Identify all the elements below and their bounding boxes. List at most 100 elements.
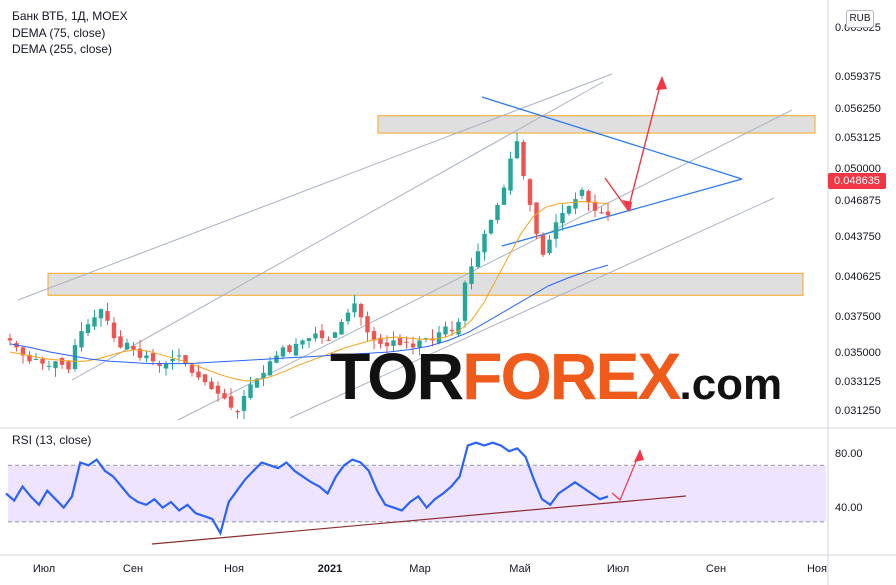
candle-body bbox=[573, 199, 578, 209]
candle-body bbox=[293, 343, 299, 356]
candle bbox=[79, 322, 84, 352]
candle bbox=[579, 187, 585, 200]
candle bbox=[280, 345, 286, 360]
candle bbox=[40, 356, 45, 370]
candle-body bbox=[72, 345, 78, 370]
candle bbox=[46, 360, 52, 371]
y-tick-label: 0.043750 bbox=[835, 231, 881, 243]
candle bbox=[170, 350, 175, 370]
candle bbox=[508, 151, 513, 195]
candle-body bbox=[150, 353, 156, 362]
candle bbox=[157, 360, 162, 373]
candle-body bbox=[443, 326, 448, 335]
candle-body bbox=[319, 330, 325, 339]
currency-badge[interactable]: RUB bbox=[846, 10, 874, 28]
candle bbox=[326, 336, 331, 342]
y-tick-label: 0.056250 bbox=[835, 103, 881, 115]
candle-body bbox=[170, 358, 175, 362]
candle-body bbox=[46, 365, 52, 367]
candle bbox=[482, 230, 487, 261]
rsi-band bbox=[8, 465, 826, 522]
y-tick-label: 0.037500 bbox=[835, 311, 881, 323]
candle-body bbox=[358, 303, 364, 318]
candle bbox=[436, 326, 442, 345]
candlestick-series bbox=[7, 132, 611, 419]
candle-body bbox=[521, 141, 526, 176]
candle bbox=[566, 205, 572, 216]
candle-body bbox=[20, 347, 26, 356]
legend-dema-slow: DEMA (255, close) bbox=[12, 42, 113, 56]
candle-body bbox=[605, 211, 611, 216]
chart-drawings bbox=[17, 73, 816, 421]
candle bbox=[92, 310, 97, 330]
x-tick-label: Ноя bbox=[807, 563, 827, 575]
candle-body bbox=[475, 251, 481, 268]
candle bbox=[358, 302, 364, 326]
candle bbox=[124, 338, 130, 351]
candle-body bbox=[540, 235, 546, 255]
candle-body bbox=[189, 364, 195, 373]
candle bbox=[423, 337, 429, 343]
candle-body bbox=[196, 371, 201, 378]
candle-body bbox=[495, 204, 500, 221]
candle-body bbox=[261, 372, 266, 379]
candle-body bbox=[98, 309, 104, 319]
candle-body bbox=[202, 374, 208, 383]
rsi-forecast-arrow bbox=[611, 451, 641, 502]
candle bbox=[391, 331, 396, 352]
legend-rsi: RSI (13, close) bbox=[12, 433, 92, 447]
candle bbox=[488, 219, 494, 235]
candle-body bbox=[482, 233, 487, 253]
candle-body bbox=[501, 187, 507, 205]
candle bbox=[605, 202, 611, 221]
candle-body bbox=[215, 385, 221, 394]
candle bbox=[553, 214, 559, 248]
candle-body bbox=[280, 347, 286, 357]
candle-body bbox=[339, 321, 344, 335]
x-tick-label: Сен bbox=[123, 563, 143, 575]
candle-body bbox=[566, 206, 572, 214]
candle-body bbox=[365, 316, 370, 333]
candle bbox=[183, 354, 188, 367]
rsi-line bbox=[5, 441, 609, 536]
candle-body bbox=[404, 341, 409, 343]
candle-body bbox=[137, 348, 143, 358]
candle-body bbox=[267, 361, 273, 376]
watermark-part1: TOR bbox=[330, 339, 464, 413]
candle bbox=[319, 323, 325, 345]
candle bbox=[599, 206, 604, 215]
x-tick-label: Июл bbox=[607, 563, 629, 575]
candle bbox=[313, 326, 318, 342]
candle bbox=[241, 389, 247, 419]
candle bbox=[274, 350, 279, 364]
candle bbox=[586, 189, 591, 212]
candle bbox=[456, 318, 461, 337]
candle bbox=[196, 364, 201, 380]
candle bbox=[150, 348, 156, 366]
support-zone bbox=[47, 272, 804, 296]
candle bbox=[300, 339, 305, 350]
candle bbox=[306, 338, 312, 349]
candle-body bbox=[85, 324, 91, 334]
candle-body bbox=[222, 393, 227, 399]
candle bbox=[85, 319, 91, 337]
candle bbox=[72, 338, 78, 372]
axes: 0.0656250.0593750.0562500.0531250.050000… bbox=[33, 22, 881, 575]
candle-body bbox=[527, 179, 533, 205]
channel-line-1 bbox=[71, 81, 604, 381]
candle-body bbox=[547, 239, 552, 254]
channel-line-3 bbox=[289, 197, 775, 419]
candle bbox=[547, 235, 552, 256]
candle bbox=[501, 184, 507, 206]
y-tick-label: 0.059375 bbox=[835, 71, 881, 83]
candle-body bbox=[508, 158, 513, 191]
candle-body bbox=[592, 201, 598, 211]
candle-body bbox=[254, 378, 260, 388]
candle-body bbox=[371, 331, 377, 341]
candle bbox=[66, 359, 71, 374]
candle-body bbox=[313, 333, 318, 339]
y-tick-label: 0.040625 bbox=[835, 271, 881, 283]
candle-body bbox=[586, 191, 591, 203]
candle-body bbox=[53, 361, 58, 369]
candle-body bbox=[579, 189, 585, 196]
